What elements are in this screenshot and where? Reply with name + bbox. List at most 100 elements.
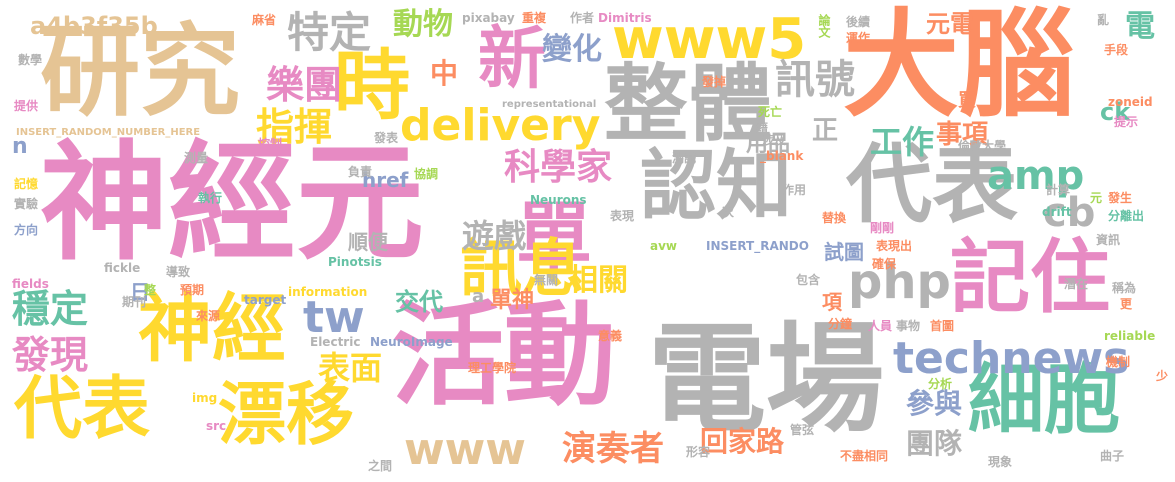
word: 剛剛 <box>870 221 895 235</box>
word: src <box>206 419 227 433</box>
word: cb <box>1043 190 1096 236</box>
word: 現象 <box>988 455 1013 469</box>
word: 更 <box>1120 297 1133 311</box>
word: NeuroImage <box>370 335 453 349</box>
word: 麻省 <box>252 13 277 27</box>
word: 意義 <box>598 329 623 343</box>
word: pixabay <box>462 11 515 25</box>
word: tw <box>303 292 365 343</box>
word: 事項 <box>936 120 989 150</box>
word: 表現出 <box>876 239 913 253</box>
word: representational <box>502 99 597 110</box>
word: 新 <box>478 20 547 99</box>
word: Neurons <box>530 193 587 207</box>
word: fickle <box>104 261 141 275</box>
word: php <box>848 254 951 310</box>
word: 電場 <box>648 310 885 448</box>
word: 計算 <box>1046 183 1071 197</box>
word: 包含 <box>796 273 821 287</box>
word: Dimitris <box>598 11 652 25</box>
word: 認知 <box>640 141 792 230</box>
word: 提供 <box>14 99 39 113</box>
word: 預期 <box>180 283 205 297</box>
word: 分析 <box>928 377 953 391</box>
word: 記憶 <box>14 177 39 191</box>
word: 記住 <box>950 231 1110 324</box>
word: 用品 <box>746 132 791 157</box>
word: 控制 <box>258 137 283 151</box>
word: 細胞 <box>968 355 1120 444</box>
word: 科學家 <box>504 147 613 188</box>
word: 項 <box>822 290 842 314</box>
word: drift <box>1042 205 1072 219</box>
word: 順便 <box>348 230 388 254</box>
word: 機制 <box>1106 355 1131 369</box>
word: 動物 <box>393 7 453 42</box>
word: 人員 <box>868 319 893 333</box>
word: 整體 <box>604 55 773 153</box>
word: 發掉 <box>702 75 727 89</box>
word: 樂團 <box>266 63 343 107</box>
word: INSERT_RANDO <box>706 239 809 253</box>
word: reliable <box>1104 329 1156 343</box>
word: 負責 <box>348 165 373 179</box>
word: fields <box>12 277 49 291</box>
word: 形容 <box>686 445 711 459</box>
word: 藉 <box>756 121 769 135</box>
word: 協調 <box>414 167 439 181</box>
word: 替換 <box>822 211 847 225</box>
word: 不盡相同 <box>840 449 889 463</box>
word: 日 <box>130 280 150 304</box>
word: 潛在 <box>1064 277 1089 291</box>
word: img <box>192 391 218 405</box>
word: 活動 <box>392 291 616 421</box>
word: 演奏者 <box>562 429 664 469</box>
word: 神經 <box>138 286 286 372</box>
word: _blank <box>760 149 804 163</box>
word: 代表 <box>14 370 151 449</box>
word: 穩定 <box>12 287 89 331</box>
word: 單 <box>516 193 592 282</box>
word: 無關 <box>534 273 559 287</box>
word: 導致 <box>166 265 191 279</box>
word: 期刊 <box>122 295 147 309</box>
word: 遊戲 <box>462 217 527 255</box>
word: 試圖 <box>824 240 864 264</box>
word: 電 <box>1125 9 1155 44</box>
word: 參與 <box>906 387 963 420</box>
word: 事物 <box>896 319 921 333</box>
word: 代表 <box>846 135 1018 235</box>
word: 理工學院 <box>468 361 517 375</box>
word: 訊息 <box>460 232 585 305</box>
word: 作用 <box>782 183 807 197</box>
word: www5 <box>612 7 807 72</box>
word: 涉及 <box>762 133 787 147</box>
word: 管弦 <box>790 423 815 437</box>
word: href <box>362 168 409 192</box>
word: 亂 <box>1097 13 1110 27</box>
word: 確保 <box>872 257 897 271</box>
word: 工作 <box>870 123 935 161</box>
word: 相關 <box>568 263 628 298</box>
word: 特定 <box>287 8 372 57</box>
word: a4b3f35b <box>30 12 158 40</box>
word: 大腦 <box>843 0 1075 133</box>
word: 論文 <box>817 14 831 38</box>
word: 訊號 <box>775 57 855 103</box>
word: 變化 <box>542 32 602 67</box>
word: 漂移 <box>218 376 355 455</box>
word: 首圖 <box>930 319 955 333</box>
word: 死亡 <box>758 105 783 119</box>
word: 神經元 <box>40 129 425 278</box>
word: 倫敦大學 <box>958 139 1007 153</box>
word: INSERT_RANDOM_NUMBER_HERE <box>16 127 201 138</box>
word: 運作 <box>846 31 871 45</box>
word: 數學 <box>18 53 43 67</box>
word: 方向 <box>14 223 39 237</box>
word: 少 <box>1156 369 1169 383</box>
word: 測試 <box>672 151 697 165</box>
word: 時 <box>334 41 410 130</box>
word: delivery <box>400 100 601 151</box>
word: 作者 <box>570 11 595 25</box>
